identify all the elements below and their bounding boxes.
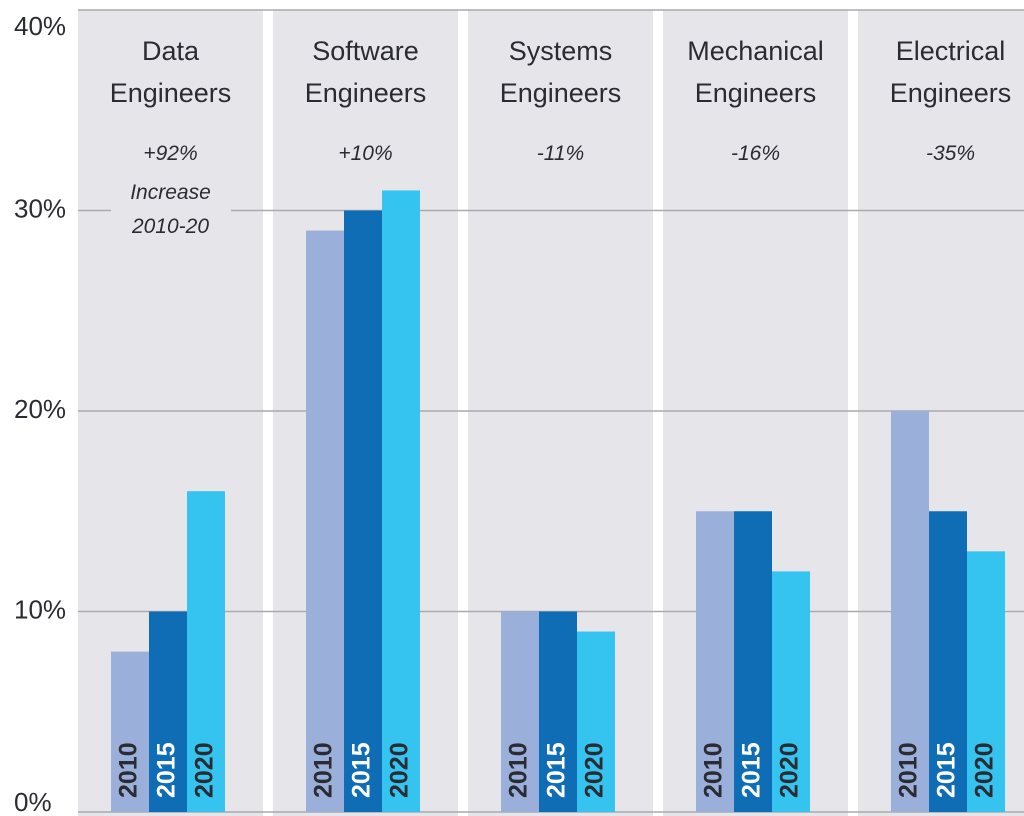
bar-series-label: 2010: [310, 742, 338, 798]
change-label: +92%: [143, 142, 198, 165]
y-tick-label: 20%: [14, 394, 66, 424]
bar-series-label: 2020: [386, 742, 414, 798]
bar-series-label: 2015: [543, 742, 571, 798]
change-label: -11%: [536, 142, 585, 165]
change-label: +10%: [338, 142, 393, 165]
y-tick-label: 0%: [14, 787, 52, 816]
y-tick-label: 40%: [14, 11, 66, 41]
category-label: Systems Engineers: [499, 36, 622, 108]
bar-series-label: 2010: [505, 742, 533, 798]
bar: [111, 651, 149, 812]
bar: [382, 190, 420, 812]
bar-series-label: 2020: [581, 742, 609, 798]
y-tick-label: 30%: [14, 193, 66, 223]
bar: [577, 631, 615, 812]
bar: [306, 230, 344, 813]
bar-series-label: 2020: [191, 742, 219, 798]
bar-series-label: 2015: [153, 742, 181, 798]
category-label: Electrical Engineers: [889, 36, 1012, 108]
bar-series-label: 2010: [115, 742, 143, 798]
y-tick-label: 10%: [14, 594, 66, 624]
bar: [929, 511, 967, 812]
bar: [149, 611, 187, 812]
annotation: Increase 2010-20: [110, 176, 231, 244]
bar-series-label: 2020: [776, 742, 804, 798]
bar: [344, 210, 382, 812]
bar-series-label: 2015: [738, 742, 766, 798]
bar-series-label: 2020: [971, 742, 999, 798]
change-label: -16%: [730, 142, 781, 165]
change-label: -35%: [925, 142, 976, 165]
category-label: Software Engineers: [304, 36, 427, 108]
bar-series-label: 2015: [348, 742, 376, 798]
bar: [696, 511, 734, 812]
category-label: Mechanical Engineers: [687, 36, 824, 108]
bar-series-label: 2015: [933, 742, 961, 798]
bar-series-label: 2010: [700, 742, 728, 798]
category-label: Data Engineers: [109, 36, 232, 108]
bar: [891, 411, 929, 812]
bar: [967, 551, 1005, 812]
bar: [734, 511, 772, 812]
bar: [501, 611, 539, 812]
bar: [772, 571, 810, 812]
bar: [187, 491, 225, 812]
bar-series-label: 2010: [895, 742, 923, 798]
bar: [539, 611, 577, 812]
